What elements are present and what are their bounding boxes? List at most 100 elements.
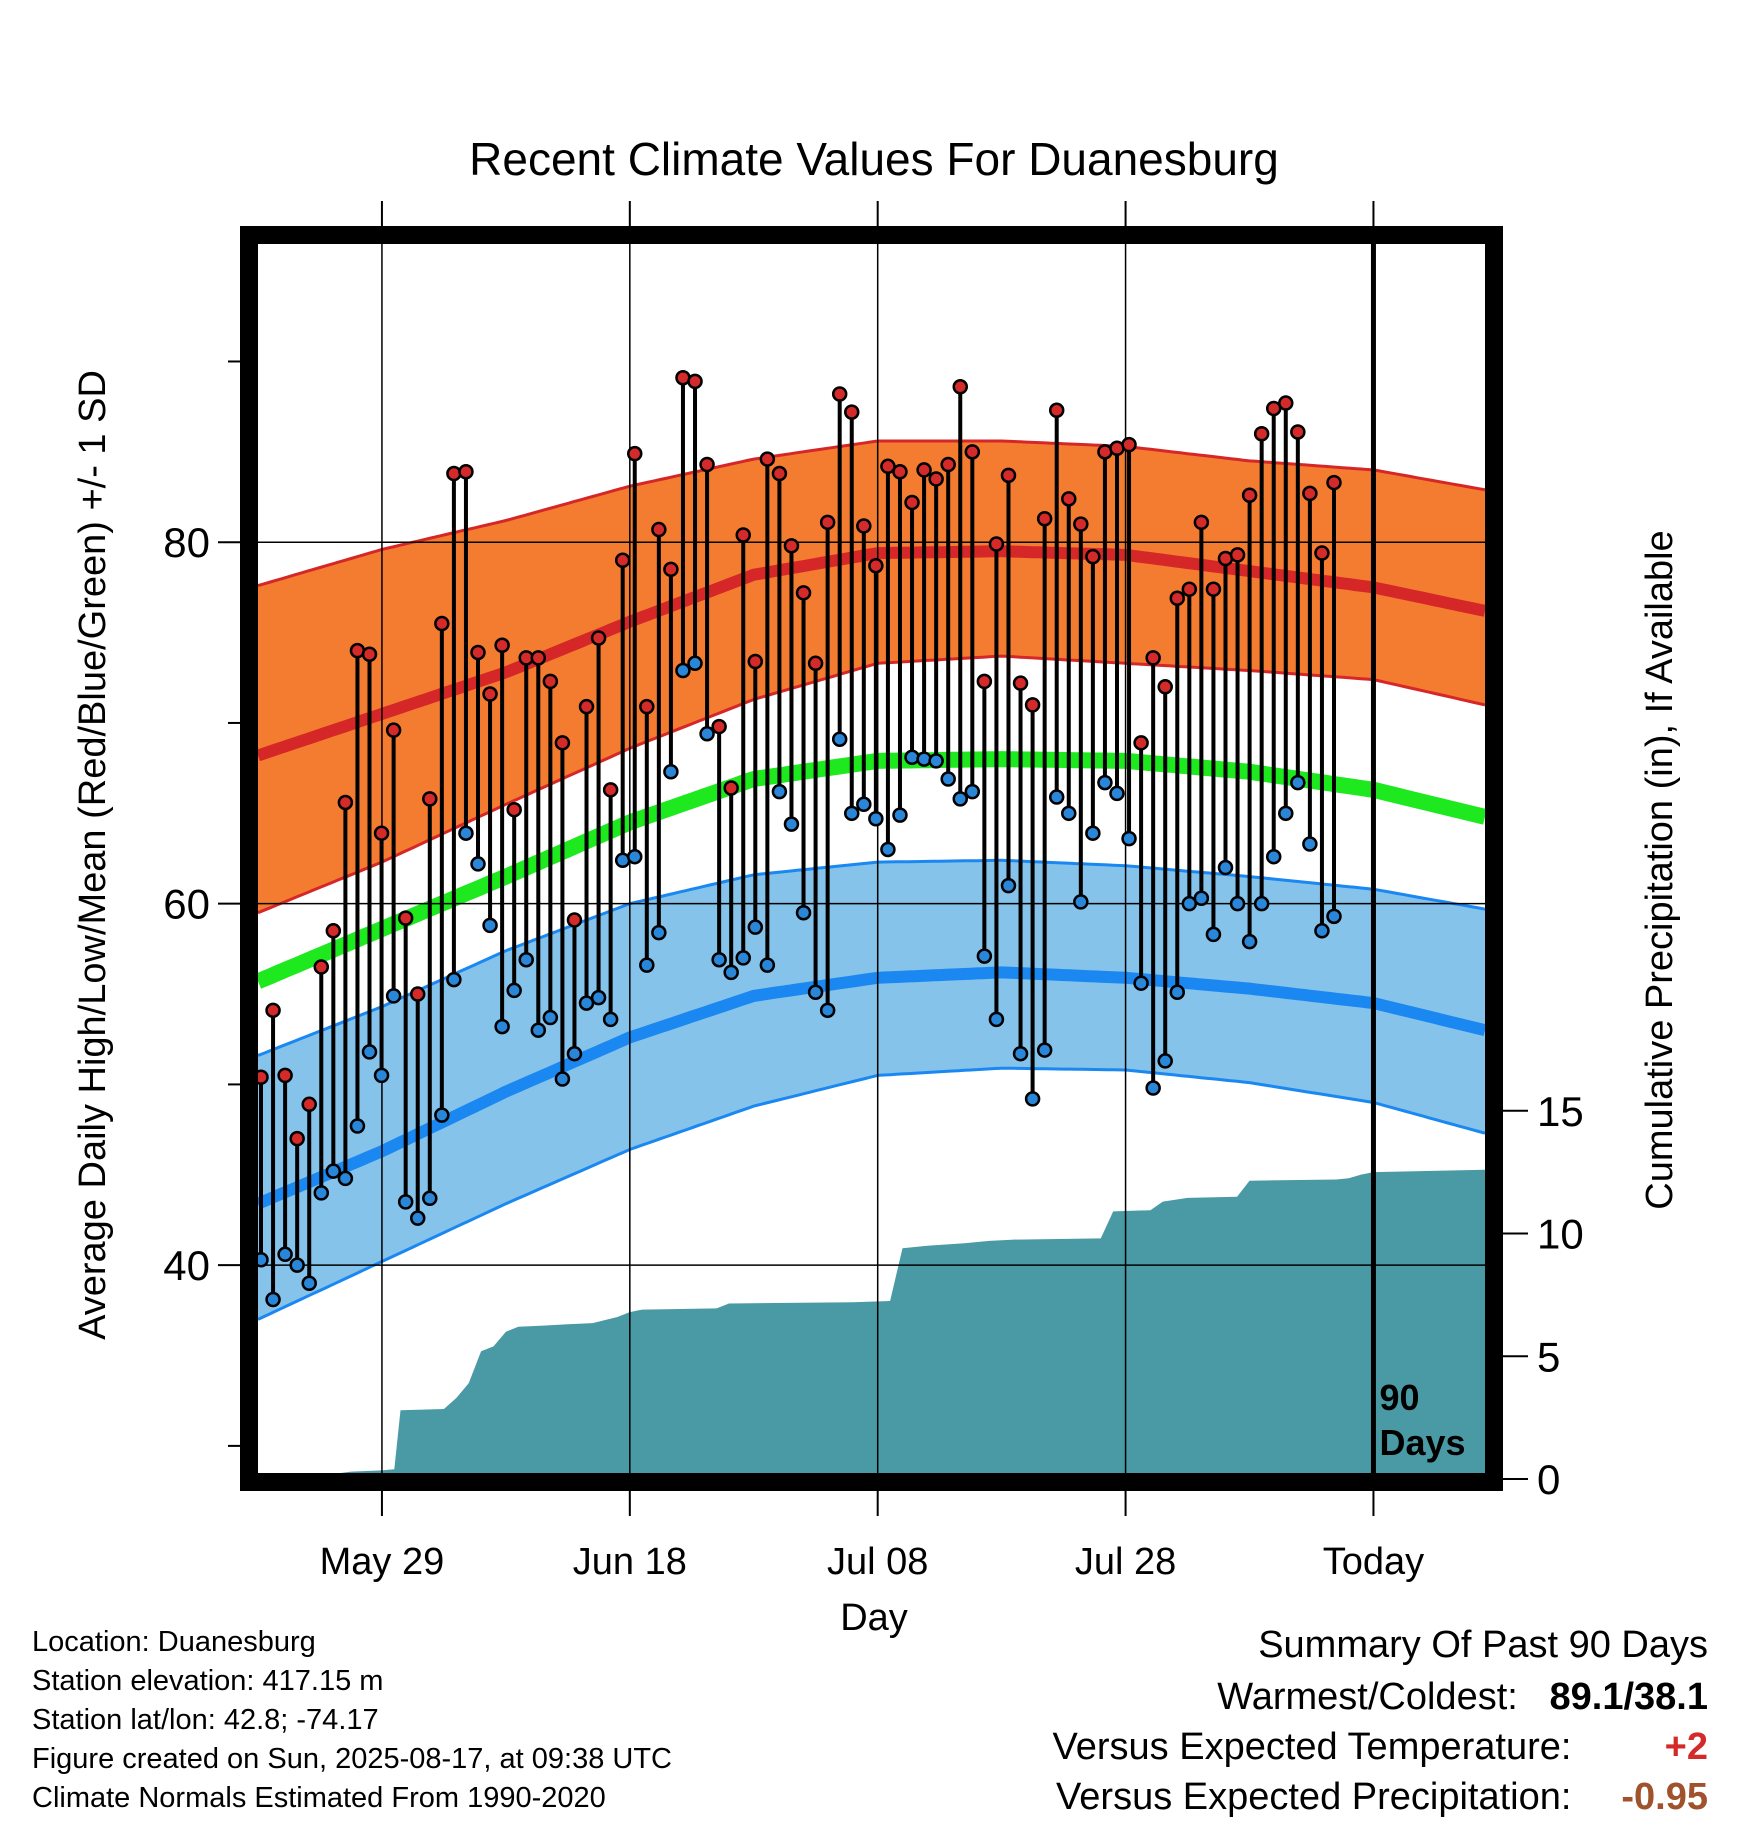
daily-high-point	[964, 444, 981, 460]
daily-low-point	[1278, 805, 1294, 822]
daily-low-point	[675, 662, 691, 679]
daily-high-point	[1314, 545, 1330, 561]
daily-high-point	[1229, 547, 1246, 563]
daily-low-point	[1193, 890, 1210, 907]
daily-low-point	[1157, 1053, 1173, 1069]
daily-high-point	[759, 451, 776, 467]
daily-high-point	[626, 445, 643, 462]
daily-low-point	[626, 848, 643, 865]
daily-high-point	[723, 780, 739, 796]
daily-low-point	[422, 1190, 438, 1207]
daily-low-point	[795, 904, 812, 921]
daily-high-point	[313, 959, 330, 975]
daily-low-point	[928, 753, 944, 769]
daily-low-point	[711, 951, 727, 968]
daily-low-point	[1085, 825, 1101, 841]
daily-low-point	[258, 1251, 269, 1268]
daily-high-point	[663, 561, 679, 578]
daily-low-point	[1024, 1091, 1041, 1107]
daily-high-point	[928, 471, 944, 487]
y-tick-label: 80	[163, 519, 210, 566]
daily-high-point	[494, 637, 510, 653]
daily-low-point	[759, 957, 776, 973]
daily-low-point	[723, 964, 739, 981]
daily-high-point	[1278, 395, 1294, 411]
daily-low-point	[699, 726, 715, 742]
daily-low-point	[578, 995, 595, 1011]
daily-low-point	[409, 1210, 426, 1226]
daily-high-point	[1193, 514, 1210, 531]
daily-high-point	[265, 1002, 281, 1019]
x-axis-label: Day	[840, 1597, 908, 1639]
daily-low-point	[397, 1194, 414, 1210]
daily-low-point	[1000, 877, 1017, 894]
daily-high-point	[397, 910, 414, 926]
daily-high-point	[530, 650, 547, 666]
daily-low-point	[337, 1170, 354, 1187]
daily-low-point	[349, 1118, 366, 1134]
daily-high-point	[434, 615, 450, 632]
daily-high-point	[470, 644, 486, 661]
daily-low-point	[1302, 836, 1318, 852]
daily-low-point	[1241, 933, 1258, 950]
daily-low-point	[470, 856, 486, 872]
mean-normal-line	[258, 751, 1485, 989]
daily-low-point	[1061, 805, 1077, 822]
daily-high-point	[735, 527, 751, 543]
daily-high-point	[807, 655, 824, 672]
daily-low-point	[1169, 984, 1186, 1000]
daily-high-point	[976, 673, 993, 690]
location-text: Location: Duanesburg	[32, 1626, 316, 1658]
daily-high-point	[880, 458, 896, 475]
low-lower-line	[258, 1066, 1485, 1321]
daily-high-point	[554, 735, 571, 751]
elevation-text: Station elevation: 417.15 m	[32, 1665, 384, 1697]
daily-low-point	[1326, 908, 1342, 925]
precip-area	[340, 1169, 1485, 1473]
high-normal-line	[258, 545, 1485, 762]
precipitation-value: -0.95	[1621, 1776, 1708, 1818]
daily-high-point	[590, 630, 607, 646]
daily-low-point	[1097, 774, 1113, 791]
daily-high-point	[1169, 590, 1186, 606]
daily-low-point	[313, 1185, 330, 1201]
daily-high-point	[1000, 467, 1017, 484]
daily-high-point	[1290, 424, 1306, 440]
daily-low-point	[458, 825, 474, 841]
daily-low-point	[1121, 830, 1137, 847]
plot-frame	[240, 226, 1503, 1491]
daily-low-point	[494, 1018, 510, 1035]
summary-heading: Summary Of Past 90 Days	[1258, 1624, 1708, 1666]
daily-high-point	[819, 514, 836, 531]
today-days-number: 90	[1379, 1377, 1419, 1418]
daily-low-point	[952, 791, 969, 807]
daily-high-point	[277, 1067, 293, 1084]
precipitation-label: Versus Expected Precipitation:	[1056, 1776, 1572, 1818]
daily-high-point	[795, 585, 812, 601]
daily-low-point	[651, 924, 667, 941]
daily-high-point	[385, 722, 402, 738]
daily-low-point	[446, 971, 462, 988]
x-tick-label: Today	[1323, 1541, 1424, 1583]
daily-low-point	[1290, 774, 1306, 791]
daily-low-point	[844, 805, 860, 822]
daily-high-point	[651, 521, 667, 538]
daily-high-point	[711, 718, 727, 735]
daily-high-point	[1048, 402, 1065, 419]
daily-low-point	[747, 919, 764, 935]
daily-low-point	[1036, 1042, 1053, 1058]
y2-axis-label: Cumulative Precipitation (in), If Availa…	[1639, 530, 1681, 1209]
daily-high-point	[1061, 491, 1077, 507]
daily-high-point	[831, 386, 848, 402]
daily-high-point	[1157, 679, 1173, 695]
daily-high-point	[1121, 436, 1137, 453]
daily-high-point	[542, 673, 559, 690]
daily-high-point	[614, 552, 631, 569]
daily-low-point	[265, 1291, 281, 1308]
daily-low-point	[530, 1022, 547, 1038]
daily-low-point	[554, 1071, 571, 1087]
daily-high-point	[301, 1096, 317, 1113]
daily-high-point	[1012, 675, 1029, 691]
daily-high-point	[325, 923, 342, 939]
